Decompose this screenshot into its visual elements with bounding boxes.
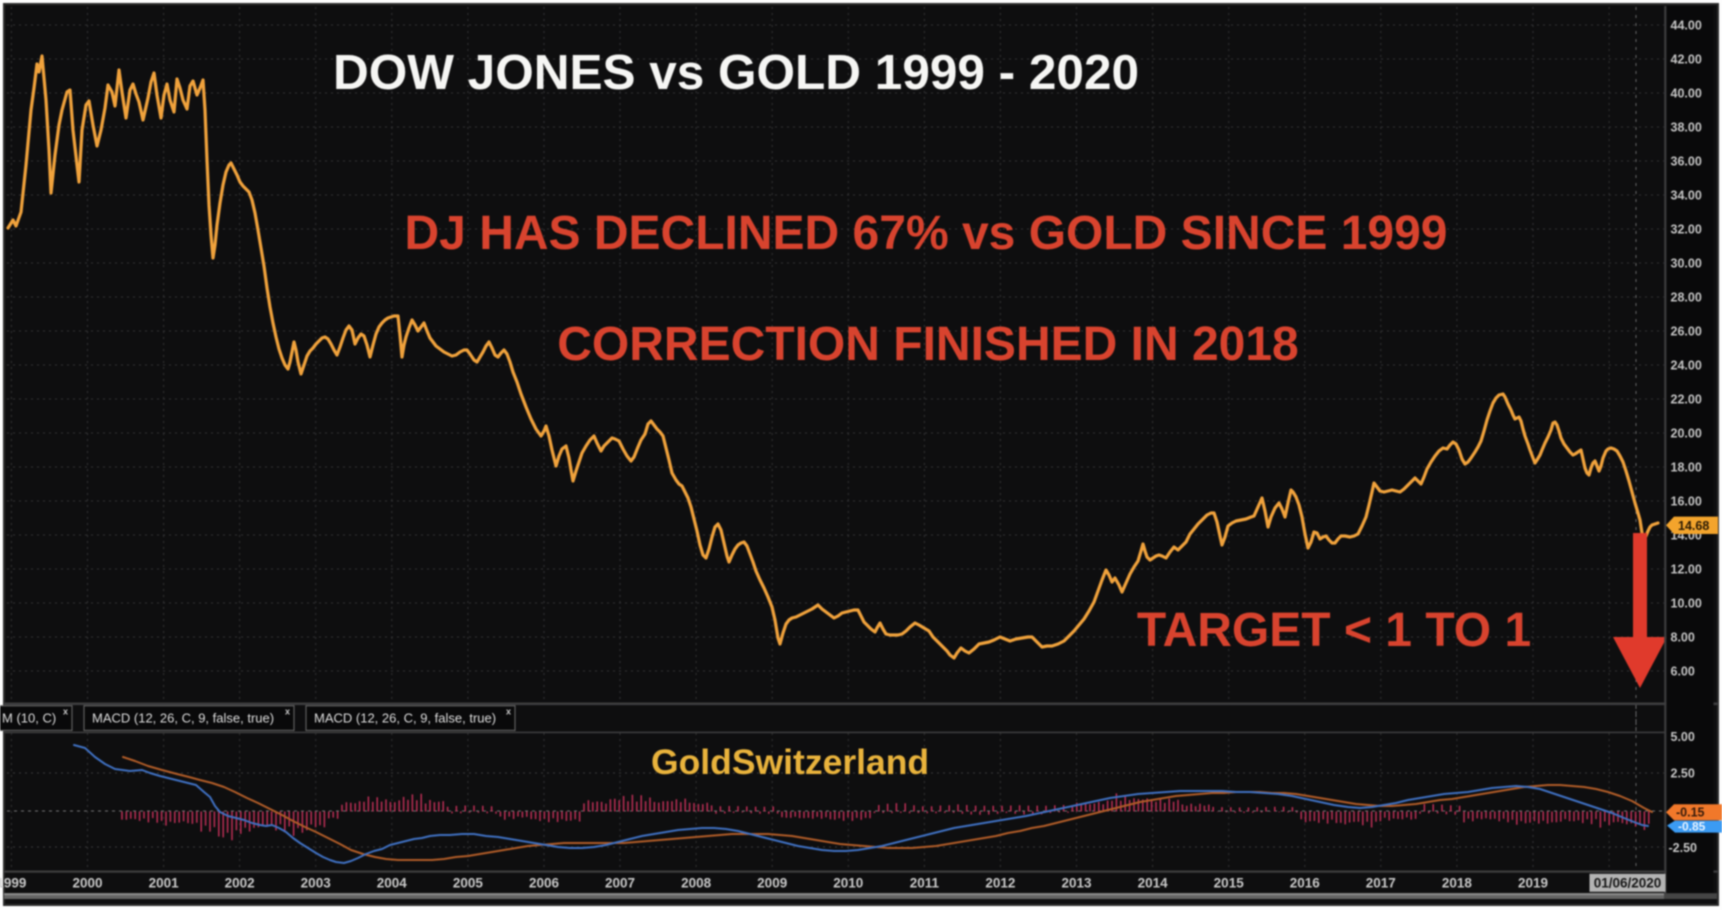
svg-text:32.00: 32.00	[1671, 223, 1702, 237]
svg-text:-0.15: -0.15	[1676, 806, 1705, 820]
svg-text:2018: 2018	[1442, 876, 1473, 891]
svg-text:12.00: 12.00	[1671, 563, 1702, 577]
svg-text:34.00: 34.00	[1671, 189, 1702, 203]
svg-text:2006: 2006	[529, 876, 560, 891]
svg-text:24.00: 24.00	[1671, 359, 1702, 373]
svg-text:16.00: 16.00	[1671, 495, 1702, 509]
svg-text:DOW JONES vs GOLD 1999 - 2020: DOW JONES vs GOLD 1999 - 2020	[333, 45, 1139, 100]
svg-text:2017: 2017	[1366, 876, 1396, 891]
svg-text:6.00: 6.00	[1671, 665, 1695, 679]
svg-text:14.68: 14.68	[1678, 519, 1709, 533]
svg-text:2003: 2003	[301, 876, 332, 891]
svg-text:MACD (12, 26, C, 9, false, tru: MACD (12, 26, C, 9, false, true)	[314, 711, 496, 726]
svg-text:MACD (12, 26, C, 9, false, tru: MACD (12, 26, C, 9, false, true)	[92, 711, 274, 726]
svg-text:2011: 2011	[910, 876, 940, 891]
svg-text:2015: 2015	[1214, 876, 1245, 891]
svg-text:2012: 2012	[985, 876, 1015, 891]
svg-text:M (10, C): M (10, C)	[2, 711, 56, 726]
svg-text:2009: 2009	[757, 876, 787, 891]
svg-text:01/06/2020: 01/06/2020	[1594, 876, 1662, 891]
svg-text:2019: 2019	[1518, 876, 1548, 891]
svg-text:26.00: 26.00	[1671, 325, 1702, 339]
svg-text:TARGET < 1 TO 1: TARGET < 1 TO 1	[1137, 604, 1531, 657]
svg-text:x: x	[506, 707, 511, 717]
svg-text:2004: 2004	[377, 876, 408, 891]
svg-text:CORRECTION FINISHED IN 2018: CORRECTION FINISHED IN 2018	[557, 318, 1298, 371]
svg-text:2014: 2014	[1138, 876, 1169, 891]
svg-text:42.00: 42.00	[1671, 53, 1702, 67]
svg-text:10.00: 10.00	[1671, 597, 1702, 611]
svg-text:22.00: 22.00	[1671, 393, 1702, 407]
svg-text:28.00: 28.00	[1671, 291, 1702, 305]
svg-text:38.00: 38.00	[1671, 121, 1702, 135]
svg-text:40.00: 40.00	[1671, 87, 1702, 101]
svg-text:DJ HAS DECLINED 67% vs GOLD SI: DJ HAS DECLINED 67% vs GOLD SINCE 1999	[405, 207, 1448, 260]
svg-text:2013: 2013	[1061, 876, 1092, 891]
svg-text:1999: 1999	[0, 876, 26, 891]
svg-text:2008: 2008	[681, 876, 712, 891]
svg-text:x: x	[285, 707, 290, 717]
svg-text:30.00: 30.00	[1671, 257, 1702, 271]
svg-text:8.00: 8.00	[1671, 631, 1695, 645]
svg-text:2.50: 2.50	[1671, 767, 1695, 781]
svg-text:20.00: 20.00	[1671, 427, 1702, 441]
svg-text:2016: 2016	[1290, 876, 1321, 891]
svg-text:44.00: 44.00	[1671, 19, 1702, 33]
svg-text:2010: 2010	[833, 876, 863, 891]
svg-text:2002: 2002	[225, 876, 255, 891]
svg-text:5.00: 5.00	[1671, 730, 1695, 744]
svg-text:GoldSwitzerland: GoldSwitzerland	[651, 742, 929, 782]
svg-text:-0.85: -0.85	[1678, 820, 1706, 834]
svg-text:18.00: 18.00	[1671, 461, 1702, 475]
svg-text:-2.50: -2.50	[1669, 841, 1698, 855]
svg-text:x: x	[63, 707, 68, 717]
svg-text:36.00: 36.00	[1671, 155, 1702, 169]
svg-text:2000: 2000	[72, 876, 102, 891]
svg-text:2005: 2005	[453, 876, 484, 891]
svg-text:2007: 2007	[605, 876, 635, 891]
svg-text:2001: 2001	[149, 876, 180, 891]
